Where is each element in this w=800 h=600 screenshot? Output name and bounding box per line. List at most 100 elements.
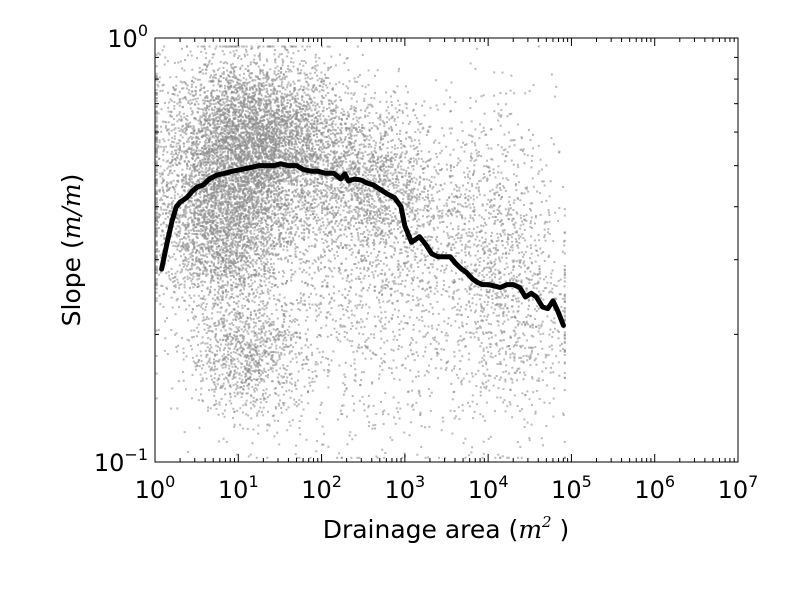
scatter-point (286, 105, 288, 108)
scatter-point (312, 198, 315, 201)
scatter-point (316, 118, 319, 121)
scatter-point (342, 110, 345, 113)
scatter-point (291, 120, 294, 123)
scatter-point (247, 108, 250, 110)
scatter-point (210, 133, 213, 136)
scatter-point (283, 100, 286, 103)
scatter-point (305, 133, 308, 136)
scatter-point (249, 63, 252, 66)
scatter-point (178, 99, 181, 102)
scatter-point (186, 115, 189, 117)
scatter-point (257, 107, 260, 110)
scatter-point (301, 95, 304, 98)
scatter-point (180, 118, 183, 121)
scatter-point (288, 94, 291, 97)
scatter-point (285, 177, 287, 180)
scatter-point (231, 211, 234, 213)
scatter-point (308, 105, 311, 108)
scatter-point (334, 196, 337, 199)
scatter-point (224, 118, 227, 121)
scatter-point (234, 222, 237, 225)
scatter-point (212, 80, 215, 83)
scatter-point (282, 96, 285, 99)
scatter-point (295, 176, 298, 179)
scatter-point (330, 99, 333, 102)
scatter-point (298, 106, 301, 109)
scatter-point (233, 45, 236, 48)
scatter-point (279, 139, 282, 142)
scatter-point (328, 136, 331, 139)
scatter-point (240, 218, 243, 220)
scatter-point (273, 167, 276, 170)
scatter-point (318, 105, 321, 108)
scatter-point (289, 90, 291, 93)
scatter-point (242, 137, 245, 140)
scatter-point (296, 109, 299, 112)
scatter-point (315, 88, 318, 91)
scatter-point (253, 146, 256, 149)
scatter-point (245, 264, 248, 266)
scatter-point (270, 149, 273, 151)
scatter-point (364, 86, 367, 89)
scatter-point (265, 191, 268, 193)
scatter-point (159, 165, 162, 168)
scatter-point (279, 156, 282, 158)
scatter-point (274, 67, 277, 70)
scatter-point (274, 161, 277, 163)
scatter-point (292, 148, 295, 151)
scatter-point (313, 151, 316, 154)
scatter-point (155, 124, 158, 127)
scatter-point (311, 158, 314, 160)
scatter-point (261, 169, 264, 172)
scatter-point (362, 126, 365, 129)
scatter-point (254, 156, 257, 158)
scatter-point (193, 163, 196, 165)
scatter-point (194, 136, 197, 139)
scatter-point (190, 86, 193, 89)
scatter-point (269, 101, 272, 104)
scatter-point (244, 93, 247, 96)
scatter-point (215, 117, 218, 120)
scatter-point (217, 199, 220, 202)
scatter-point (271, 176, 274, 178)
scatter-point (205, 270, 208, 273)
scatter-point (367, 168, 370, 171)
scatter-point (245, 139, 248, 142)
scatter-point (328, 106, 331, 109)
scatter-point (225, 131, 228, 134)
scatter-point (222, 144, 225, 147)
scatter-point (296, 105, 299, 108)
scatter-point (252, 108, 255, 111)
scatter-point (185, 122, 188, 125)
scatter-point (263, 153, 265, 156)
scatter-point (311, 210, 314, 213)
scatter-point (223, 133, 226, 136)
scatter-point (255, 135, 258, 137)
scatter-point (340, 182, 343, 185)
scatter-point (275, 120, 278, 123)
scatter-point (199, 94, 202, 97)
scatter-point (232, 135, 235, 138)
scatter-point (175, 183, 178, 186)
scatter-point (233, 117, 236, 120)
scatter-point (290, 152, 293, 155)
scatter-point (246, 97, 249, 100)
scatter-point (300, 207, 303, 210)
scatter-point (286, 93, 289, 96)
scatter-point (227, 103, 230, 106)
scatter-point (190, 83, 193, 86)
scatter-point (176, 120, 179, 123)
scatter-point (255, 107, 258, 110)
scatter-point (164, 126, 167, 129)
scatter-point (226, 152, 229, 155)
scatter-point (207, 139, 210, 142)
scatter-point (194, 89, 197, 92)
scatter-point (155, 153, 158, 156)
scatter-point (280, 68, 282, 70)
scatter-point (334, 141, 337, 144)
scatter-point (218, 176, 221, 179)
scatter-point (156, 215, 158, 218)
scatter-point (276, 220, 279, 223)
scatter-point (215, 144, 218, 147)
scatter-point (292, 90, 295, 93)
